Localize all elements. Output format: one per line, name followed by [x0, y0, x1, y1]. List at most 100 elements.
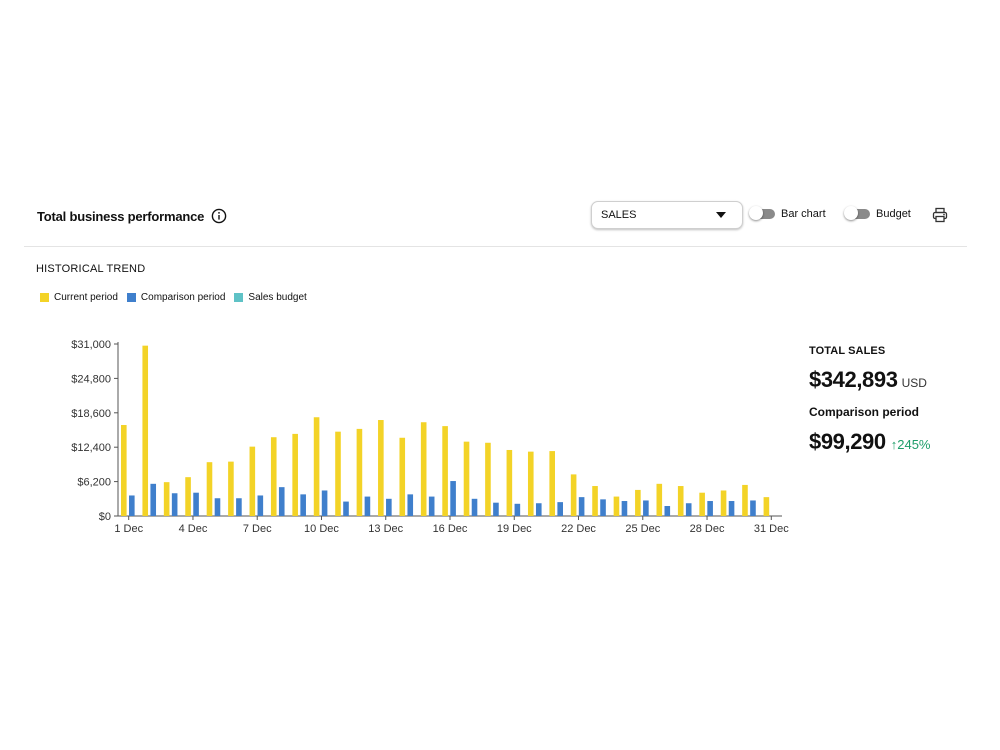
bar-comparison-period — [428, 496, 435, 516]
total-sales-value: $342,893 — [809, 367, 898, 392]
x-tick-label: 13 Dec — [368, 523, 403, 535]
bar-current-period — [570, 474, 577, 516]
bar-current-period — [356, 428, 363, 516]
bar-comparison-period — [278, 487, 285, 516]
x-tick-label: 25 Dec — [625, 523, 660, 535]
bar-current-period — [527, 451, 534, 516]
bar-current-period — [121, 425, 127, 516]
metric-select-value: SALES — [601, 209, 637, 221]
legend-label: Sales budget — [248, 292, 307, 303]
bar-comparison-period — [171, 493, 178, 516]
arrow-up-icon: ↑ — [890, 437, 898, 452]
bar-current-period — [249, 446, 256, 516]
bar-current-period — [142, 345, 149, 516]
bar-comparison-period — [750, 500, 756, 516]
page-title: Total business performance — [37, 208, 205, 224]
total-sales-label: TOTAL SALES — [809, 345, 886, 357]
bar-comparison-period — [257, 495, 264, 516]
bar-comparison-period — [450, 481, 456, 516]
bar-current-period — [720, 490, 727, 516]
legend-item-budget[interactable]: Sales budget — [234, 292, 307, 303]
bar-current-period — [228, 461, 234, 516]
bar-comparison-period — [728, 501, 735, 516]
bar-comparison-period — [664, 506, 671, 516]
budget-toggle-label: Budget — [876, 208, 911, 220]
bar-comparison-period — [321, 490, 328, 516]
bar-current-period — [463, 441, 470, 516]
bar-chart-toggle[interactable]: Bar chart — [749, 206, 826, 220]
bar-current-period — [635, 489, 641, 516]
section-label: HISTORICAL TREND — [36, 263, 146, 275]
bar-comparison-period — [643, 500, 649, 516]
currency-unit: USD — [901, 376, 927, 390]
historical-trend-chart: $0 $6,200 $12,400 $18,600 $24,800 $31,000 1 De… — [71, 339, 789, 535]
bar-current-period — [185, 477, 191, 516]
legend-swatch — [234, 293, 244, 302]
legend-swatch — [40, 293, 49, 302]
y-tick-label: $12,400 — [71, 442, 111, 454]
bar-comparison-period — [685, 503, 692, 516]
budget-toggle[interactable]: Budget — [844, 206, 911, 220]
bar-current-period — [420, 422, 427, 516]
bar-current-period — [613, 496, 620, 516]
bar-current-period — [206, 462, 213, 516]
bar-comparison-period — [493, 502, 499, 516]
comparison-value: $99,290 — [809, 429, 886, 454]
bar-comparison-period — [557, 502, 563, 516]
bar-current-period — [270, 437, 277, 516]
bar-comparison-period — [578, 497, 585, 516]
x-tick-label: 7 Dec — [243, 523, 272, 535]
bar-current-period — [506, 449, 513, 516]
x-tick-label: 16 Dec — [433, 523, 468, 535]
bar-comparison-period — [707, 501, 713, 516]
x-tick-label: 1 Dec — [114, 523, 143, 535]
y-tick-label: $31,000 — [71, 339, 111, 351]
bar-current-period — [763, 497, 770, 516]
bar-comparison-period — [471, 498, 478, 516]
bar-current-period — [549, 451, 555, 516]
bar-comparison-period — [300, 494, 306, 516]
x-tick-label: 22 Dec — [561, 523, 596, 535]
chart-legend: Current period Comparison period Sales b… — [40, 292, 316, 303]
total-sales-value-row: $342,893 USD — [809, 367, 930, 393]
y-tick-label: $18,600 — [71, 408, 111, 420]
bar-current-period — [378, 420, 384, 516]
x-tick-label: 10 Dec — [304, 523, 339, 535]
x-tick-label: 31 Dec — [754, 523, 789, 535]
bar-current-period — [399, 437, 406, 516]
y-tick-label: $24,800 — [71, 373, 111, 385]
bar-comparison-period — [193, 492, 199, 516]
legend-label: Current period — [54, 292, 118, 303]
bar-comparison-period — [150, 483, 157, 516]
bar-current-period — [699, 492, 705, 516]
x-tick-label: 28 Dec — [690, 523, 725, 535]
legend-label: Comparison period — [140, 292, 226, 303]
bar-chart-toggle-label: Bar chart — [781, 208, 826, 220]
panel-header: Total business performance SALES Bar cha… — [24, 196, 967, 247]
change-indicator: ↑245% — [891, 437, 931, 452]
bar-comparison-period — [129, 495, 135, 516]
bar-current-period — [313, 417, 320, 516]
legend-item-comparison[interactable]: Comparison period — [126, 292, 226, 303]
sales-summary: TOTAL SALES $342,893 USD Comparison perio… — [809, 345, 930, 455]
bar-current-period — [442, 426, 448, 516]
x-tick-label: 4 Dec — [179, 523, 208, 535]
bar-comparison-period — [214, 498, 221, 516]
bar-comparison-period — [364, 496, 371, 516]
print-icon[interactable] — [932, 207, 948, 223]
info-circle-icon[interactable] — [211, 208, 227, 224]
bar-comparison-period — [386, 498, 392, 516]
bar-current-period — [592, 486, 598, 516]
metric-select[interactable]: SALES — [591, 201, 743, 229]
bar-current-period — [335, 431, 341, 516]
bar-current-period — [163, 482, 170, 516]
toggle-switch[interactable] — [749, 206, 775, 220]
legend-item-current[interactable]: Current period — [40, 292, 118, 303]
comparison-period-label: Comparison period — [809, 405, 920, 419]
bar-comparison-period — [514, 503, 521, 516]
legend-swatch — [126, 293, 136, 302]
chevron-down-icon — [716, 212, 726, 218]
comparison-row: $99,290 ↑245% — [809, 429, 930, 455]
toggle-switch[interactable] — [844, 206, 870, 220]
bar-comparison-period — [535, 503, 542, 516]
